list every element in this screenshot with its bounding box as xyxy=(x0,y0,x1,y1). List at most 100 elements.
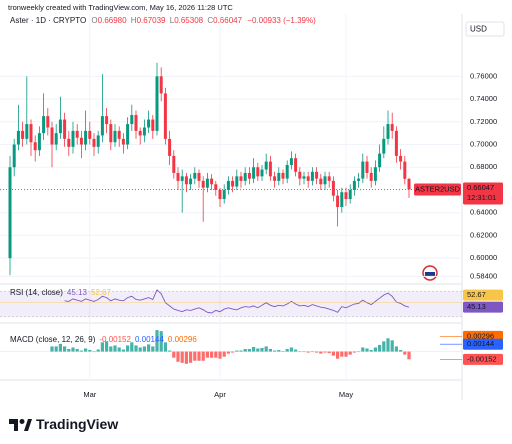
rsi-badge: 45.13 xyxy=(467,302,486,311)
macd-bar xyxy=(403,351,407,355)
candle-body xyxy=(394,130,398,156)
candle-body xyxy=(373,167,377,181)
candle-body xyxy=(105,116,109,125)
macd-signal-value: 0.00296 xyxy=(168,335,197,344)
candle-body xyxy=(54,133,58,145)
candle-body xyxy=(109,124,113,143)
symbol-badge: ASTER2USD xyxy=(415,184,461,193)
candle-body xyxy=(260,169,264,177)
macd-bar xyxy=(268,349,272,352)
macd-bar xyxy=(336,351,340,359)
candle-body xyxy=(172,155,176,173)
macd-bar xyxy=(63,346,67,352)
macd-bar xyxy=(256,348,260,352)
candle-body xyxy=(268,161,272,177)
macd-bar xyxy=(394,346,398,352)
candle-body xyxy=(193,172,197,179)
candle-body xyxy=(348,189,352,200)
candle-body xyxy=(16,130,20,145)
macd-bar xyxy=(218,351,222,359)
macd-bar xyxy=(331,351,335,356)
macd-bar xyxy=(67,349,71,352)
macd-bar xyxy=(273,350,277,352)
macd-bar xyxy=(399,350,403,352)
ohlc-value: 0.66047 xyxy=(213,16,242,25)
candle-body xyxy=(84,130,88,145)
candle-body xyxy=(155,76,159,131)
candle-body xyxy=(138,130,142,136)
candle-body xyxy=(289,158,293,165)
macd-bar xyxy=(163,342,167,352)
macd-bar xyxy=(235,350,239,352)
candle-body xyxy=(407,178,411,190)
candle-body xyxy=(168,138,172,156)
macd-label: MACD (close, 12, 26, 9) xyxy=(10,335,96,344)
candle-body xyxy=(29,124,33,143)
y-tick-label: 0.68000 xyxy=(470,162,497,171)
macd-badge-bg xyxy=(463,353,503,365)
macd-bar xyxy=(105,341,109,352)
macd-bar xyxy=(197,351,201,361)
macd-bar xyxy=(58,343,62,352)
candle-body xyxy=(352,180,356,190)
candle-body xyxy=(252,167,256,179)
candle-body xyxy=(100,116,104,136)
candle-body xyxy=(58,119,62,134)
ohlc-label: L xyxy=(170,16,175,25)
x-tick-label: May xyxy=(339,390,353,399)
candle-body xyxy=(323,176,327,185)
currency: USD xyxy=(470,25,487,34)
macd-bar xyxy=(382,341,386,352)
ohlc-label: C xyxy=(207,16,213,25)
candle-body xyxy=(197,172,201,181)
candle-body xyxy=(37,133,41,151)
macd-bar xyxy=(340,351,344,357)
candle-body xyxy=(46,116,50,128)
macd-bar xyxy=(113,345,117,352)
macd-bar xyxy=(310,351,314,353)
macd-bar xyxy=(184,351,188,364)
candle-body xyxy=(298,171,302,179)
y-tick-label: 0.74000 xyxy=(470,94,497,103)
candle-body xyxy=(403,161,407,179)
candle-body xyxy=(210,178,214,185)
macd-bar xyxy=(205,351,209,358)
candle-body xyxy=(315,171,319,179)
y-tick-label: 0.70000 xyxy=(470,140,497,149)
candle-body xyxy=(79,137,83,145)
ohlc-value: 0.65308 xyxy=(174,16,203,25)
rsi-value: 45.13 xyxy=(67,288,88,297)
macd-bar xyxy=(168,350,172,352)
macd-hist-value: -0.00152 xyxy=(99,335,131,344)
countdown: 12:31:01 xyxy=(467,193,496,202)
macd-bar xyxy=(100,342,104,352)
candle-body xyxy=(201,180,205,188)
candle-body xyxy=(231,180,235,187)
currency-box[interactable] xyxy=(465,21,505,37)
y-tick-label: 0.64000 xyxy=(470,208,497,217)
macd-bar xyxy=(327,351,331,354)
candle-body xyxy=(247,172,251,179)
macd-bar xyxy=(243,349,247,352)
logo-shape xyxy=(24,419,32,431)
flag-icon-stripe xyxy=(425,272,435,276)
macd-bar xyxy=(88,350,92,352)
candle-body xyxy=(126,124,130,145)
candle-body xyxy=(92,138,96,147)
candle-body xyxy=(134,114,138,131)
macd-bar xyxy=(96,349,100,352)
candle-body xyxy=(390,124,394,131)
macd-badge: 0.00144 xyxy=(467,339,494,348)
candle-body xyxy=(71,130,75,147)
x-tick-label: Mar xyxy=(83,390,96,399)
candle-body xyxy=(256,167,260,177)
macd-bar xyxy=(84,348,88,352)
macd-bar xyxy=(285,349,289,352)
candle-body xyxy=(222,189,226,200)
macd-bar xyxy=(75,349,79,352)
rsi-badge-bg xyxy=(463,301,503,313)
ohlc-label: H xyxy=(131,16,137,25)
candle-body xyxy=(113,130,117,143)
macd-bar xyxy=(231,351,235,353)
